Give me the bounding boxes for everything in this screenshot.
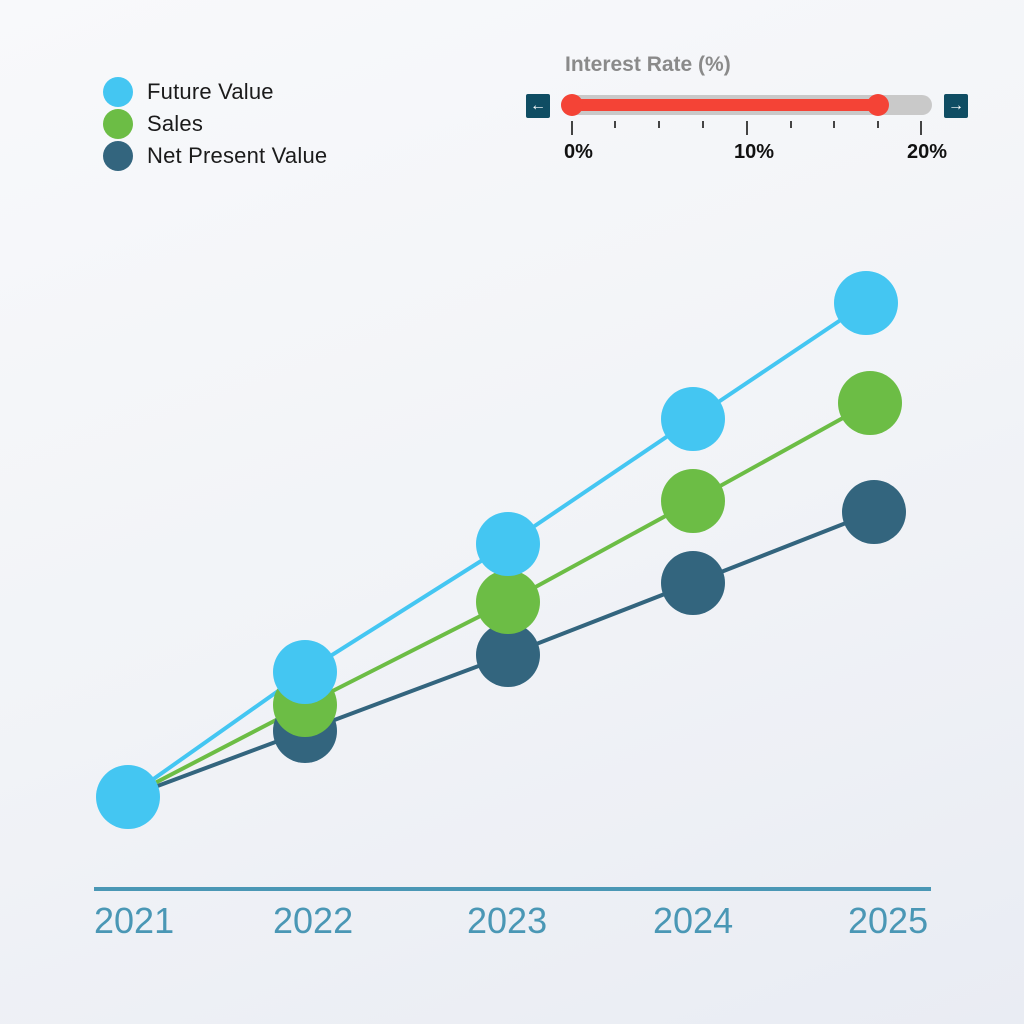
legend-label: Sales (147, 111, 204, 136)
slider-handle-high[interactable] (867, 94, 889, 116)
slider-title: Interest Rate (%) (565, 53, 731, 76)
x-axis-label-2025: 2025 (848, 900, 929, 941)
marker-fv-2024[interactable] (661, 387, 725, 451)
slider-tick-minor (790, 121, 792, 128)
slider-handle-low[interactable] (561, 94, 583, 116)
future-value-dot-icon (103, 77, 133, 107)
slider-tick-major (746, 121, 748, 135)
legend: Future Value Sales Net Present Value (103, 76, 327, 172)
slider-tick-minor (614, 121, 616, 128)
slider-tick-minor (702, 121, 704, 128)
x-axis-label-2021: 2021 (94, 900, 175, 941)
legend-item-sales: Sales (103, 108, 327, 140)
marker-fv-2025[interactable] (834, 271, 898, 335)
marker-npv-2024[interactable] (661, 551, 725, 615)
slider-label-mid: 10% (734, 141, 775, 163)
marker-fv-2022[interactable] (273, 640, 337, 704)
slider-tick-minor (833, 121, 835, 128)
legend-label: Net Present Value (147, 143, 328, 168)
slider-right-arrow-button[interactable]: → (944, 94, 968, 118)
arrow-right-icon: → (948, 97, 964, 114)
sales-dot-icon (103, 109, 133, 139)
slider-range-fill (572, 99, 878, 111)
marker-sales-2023[interactable] (476, 570, 540, 634)
marker-fv-2023[interactable] (476, 512, 540, 576)
slider-tick-major (571, 121, 573, 135)
arrow-left-icon: ← (530, 97, 546, 114)
slider-tick-minor (658, 121, 660, 128)
legend-item-net-present-value: Net Present Value (103, 140, 327, 172)
slider-left-arrow-button[interactable]: ← (526, 94, 550, 118)
marker-npv-2025[interactable] (842, 480, 906, 544)
slider-label-max: 20% (907, 141, 948, 163)
marker-sales-2025[interactable] (838, 371, 902, 435)
legend-label: Future Value (147, 79, 274, 104)
slider-tick-minor (877, 121, 879, 128)
x-axis-label-2022: 2022 (273, 900, 354, 941)
marker-npv-2023[interactable] (476, 623, 540, 687)
slider-tick-major (920, 121, 922, 135)
x-axis-line (94, 887, 931, 891)
marker-sales-2024[interactable] (661, 469, 725, 533)
slider-label-min: 0% (564, 141, 593, 163)
marker-start-2021[interactable] (96, 765, 160, 829)
net-present-value-dot-icon (103, 141, 133, 171)
legend-item-future-value: Future Value (103, 76, 327, 108)
x-axis-label-2023: 2023 (467, 900, 548, 941)
x-axis-label-2024: 2024 (653, 900, 734, 941)
